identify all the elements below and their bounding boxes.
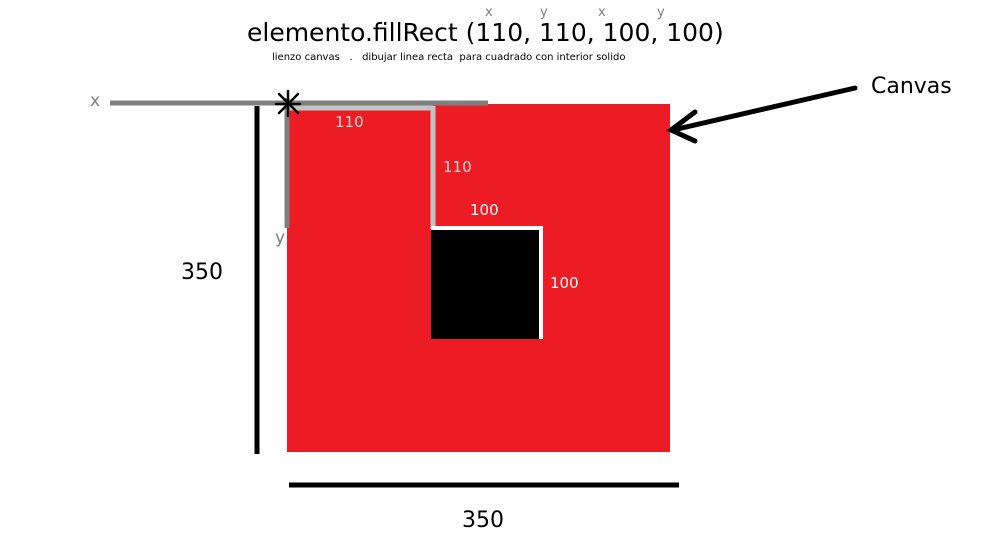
x-axis-label: x	[90, 91, 101, 111]
subtitle: lienzo canvas . dibujar linea recta para…	[272, 52, 626, 63]
rect-height-label: 100	[550, 274, 579, 292]
canvas-width-label: 350	[462, 508, 504, 533]
x-offset-label: 110	[335, 113, 364, 131]
page-title: elemento.fillRect (110, 110, 100, 100)	[247, 18, 724, 47]
rect-width-label: 100	[470, 201, 499, 219]
param-letter-x1: x	[485, 5, 493, 20]
filled-square	[431, 229, 541, 339]
origin-star-icon	[274, 89, 302, 118]
param-letter-y1: y	[540, 5, 548, 20]
param-letter-y2: y	[657, 5, 665, 20]
param-letter-x2: x	[598, 5, 606, 20]
y-offset-label: 110	[443, 158, 472, 176]
canvas-height-label: 350	[181, 260, 223, 285]
y-axis-label: y	[275, 228, 286, 248]
canvas-arrow-icon	[666, 85, 858, 144]
canvas-label: Canvas	[871, 74, 952, 99]
